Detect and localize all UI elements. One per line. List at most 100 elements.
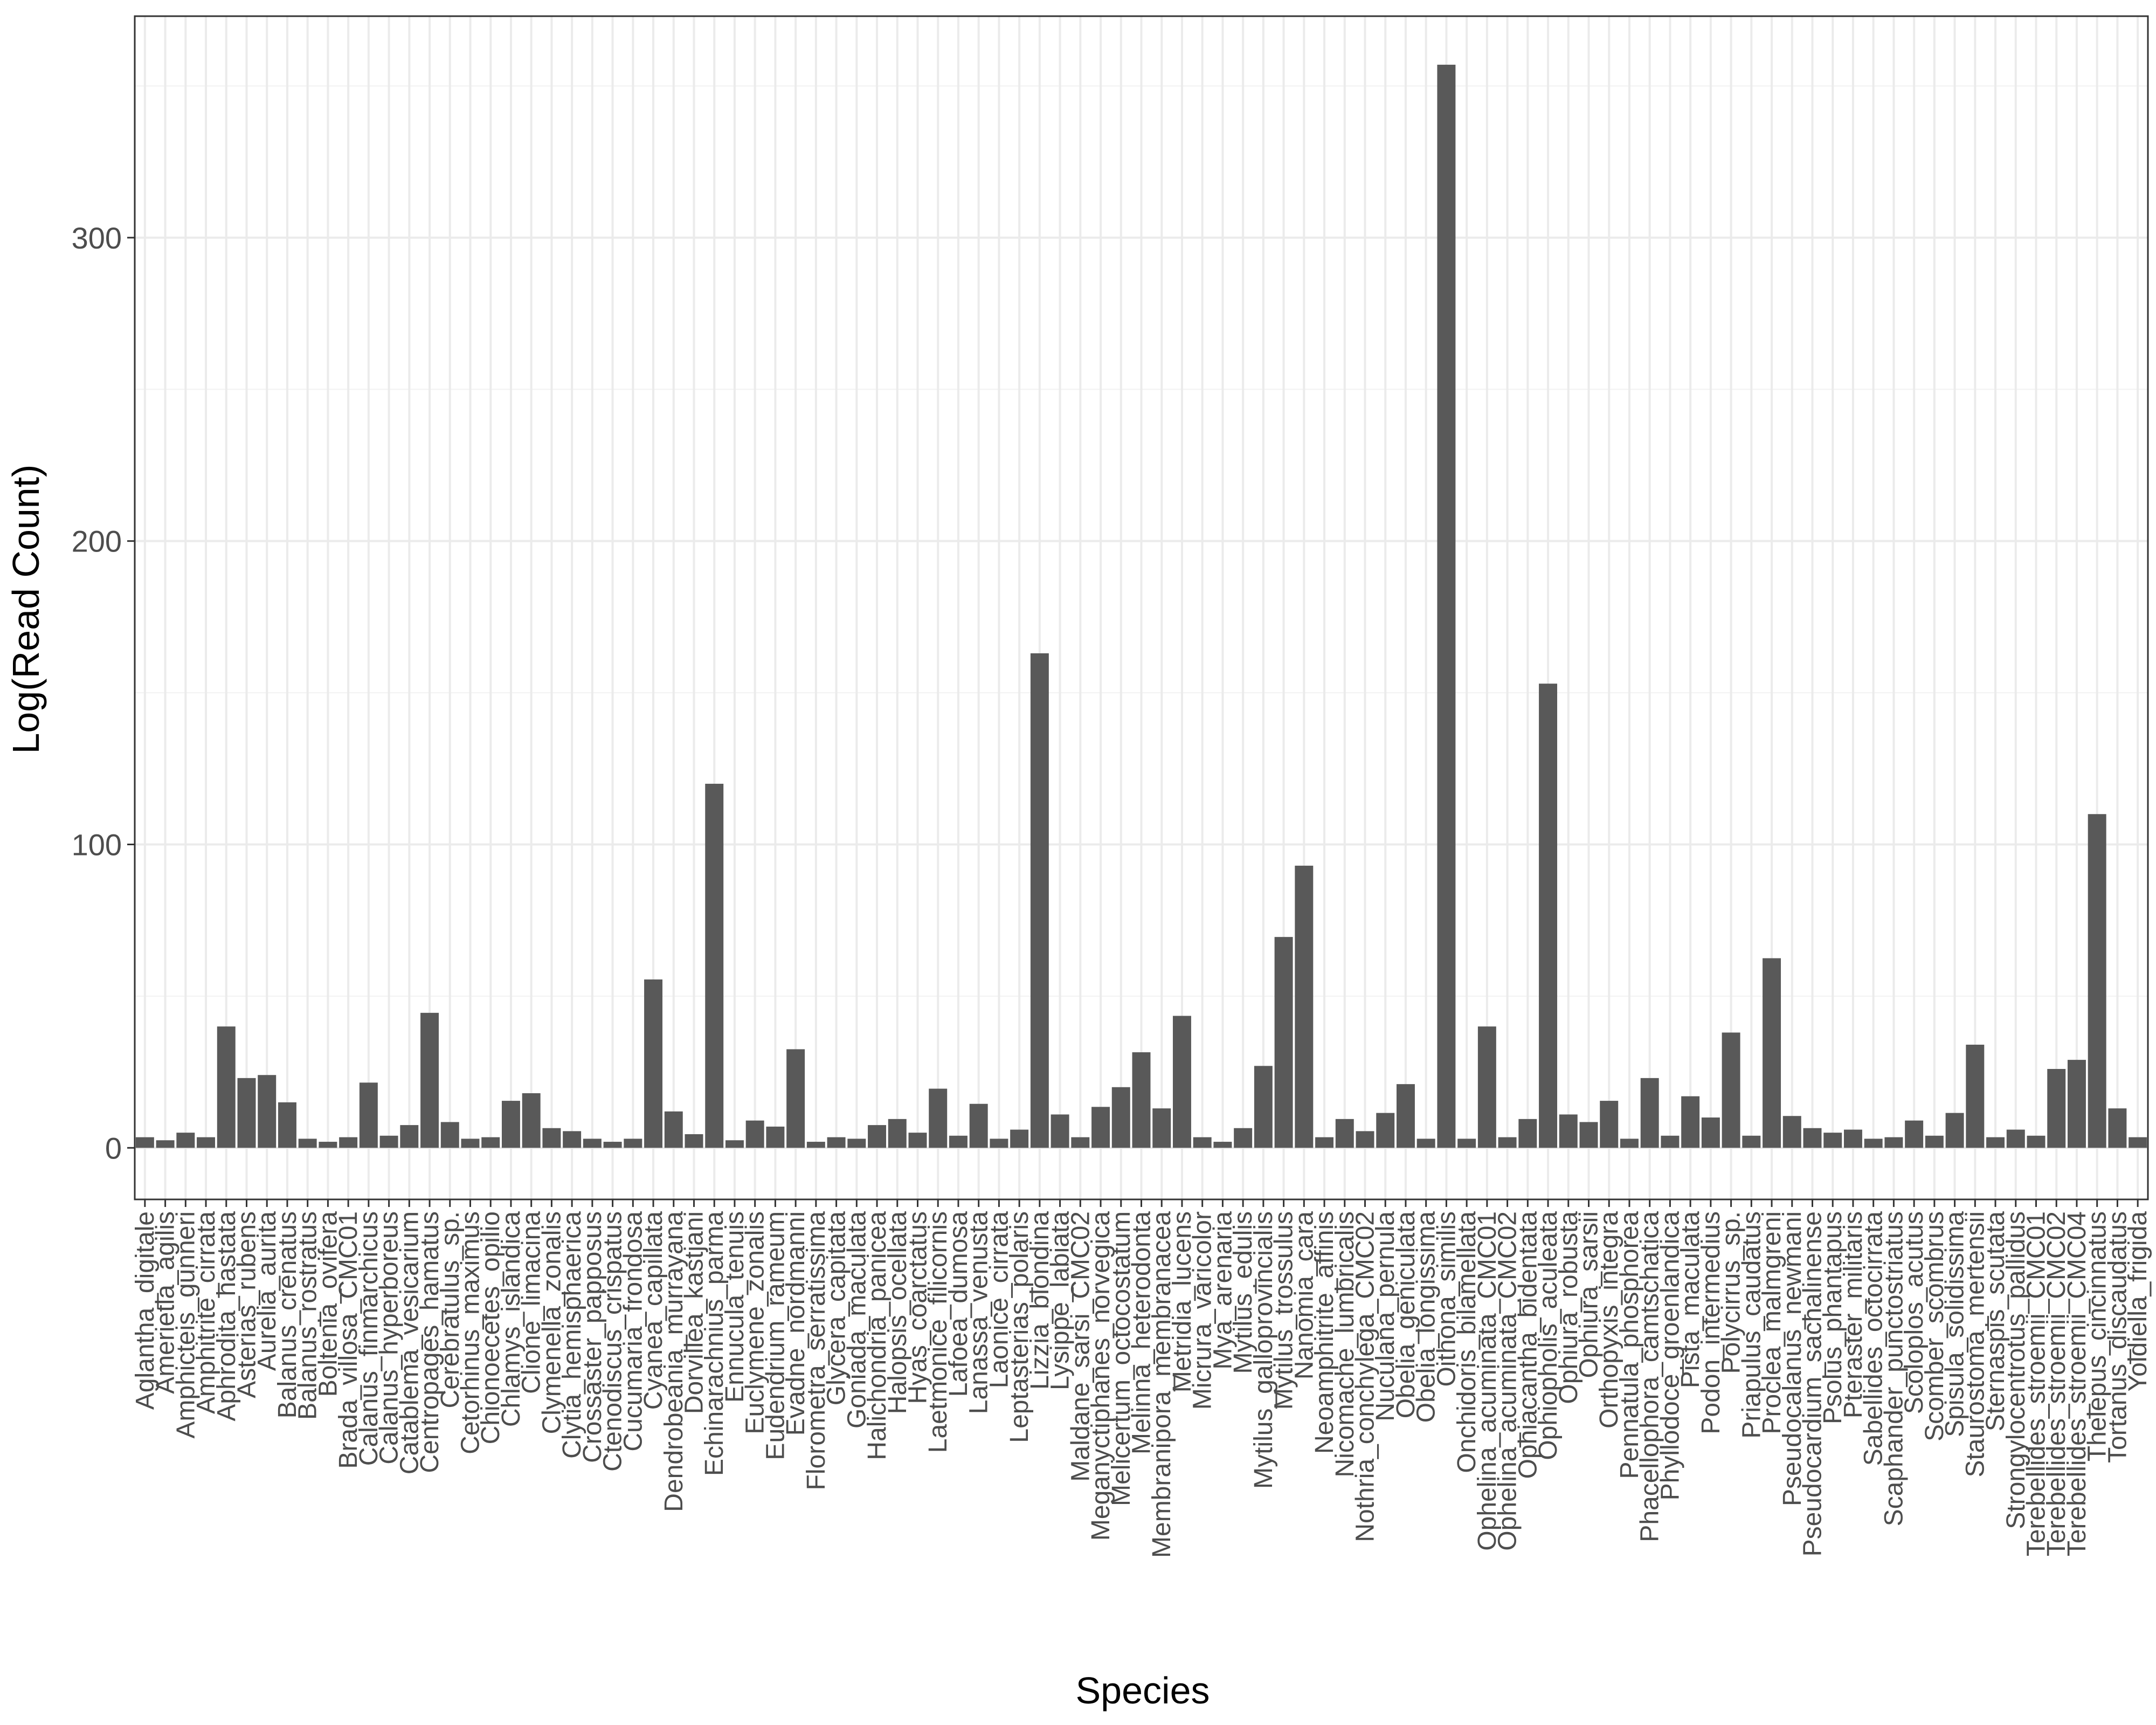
bar [1722, 1032, 1740, 1148]
bar [1640, 1078, 1659, 1148]
x-tick-label: Obelia_geniculata [1392, 1211, 1420, 1419]
bar [1396, 1084, 1415, 1148]
y-axis-ticks: 0 100 200 300 [72, 221, 135, 1165]
bar [1295, 865, 1314, 1148]
x-tick-label: Laetmonice_filicornis [924, 1211, 952, 1453]
x-tick-label: Chionoecetes_opilio [476, 1211, 505, 1444]
x-tick-label: Balanus_rostratus [294, 1211, 322, 1420]
x-tick-label: Pista_maculata [1676, 1211, 1705, 1388]
x-tick-label: Clymenella_zonalis [537, 1211, 566, 1434]
bar [481, 1137, 500, 1148]
bar [461, 1138, 480, 1148]
bar [806, 1142, 825, 1148]
x-tick-label: Eudendrium_rameum [761, 1211, 790, 1460]
bar [766, 1126, 785, 1148]
bar [1925, 1135, 1944, 1148]
x-tick-label: Amphicteis_gunneri [171, 1211, 200, 1439]
bar [685, 1134, 703, 1148]
x-tick-label: Neoamphitrite_affinis [1310, 1211, 1339, 1454]
bar [1843, 1129, 1862, 1148]
x-tick-label: Mytilus_trossulus [1270, 1211, 1298, 1410]
x-tick-label: Halichondria_panicea [863, 1211, 892, 1460]
bar [990, 1138, 1008, 1148]
bar [888, 1119, 907, 1148]
bar [1966, 1044, 1985, 1148]
bar [1091, 1107, 1110, 1148]
bar [745, 1120, 764, 1148]
bar [542, 1128, 561, 1148]
bar [1884, 1137, 1903, 1148]
bar [1010, 1129, 1029, 1148]
bar [1945, 1113, 1964, 1148]
y-tick-label: 100 [72, 828, 122, 862]
x-tick-label: Maldane_sarsi_CMC02 [1066, 1211, 1095, 1482]
bar [1763, 958, 1781, 1148]
bar [2088, 814, 2106, 1148]
bar [237, 1078, 256, 1148]
x-tick-label: Euclymene_zonalis [741, 1211, 770, 1434]
x-tick-label: Melinna_heterodonta [1128, 1211, 1156, 1454]
x-tick-label: Mytilus_galloprovincialis [1249, 1211, 1278, 1489]
x-tick-label: Asterias_rubens [233, 1211, 261, 1398]
bar [1213, 1142, 1232, 1148]
bar [1457, 1138, 1476, 1148]
x-tick-label: Ophelina_acuminata_CMC02 [1494, 1211, 1522, 1551]
y-tick-label: 0 [105, 1131, 122, 1165]
x-tick-label: Echinarachnius_parma [700, 1211, 729, 1476]
x-tick-label: Boltenia_ovifera [314, 1211, 342, 1397]
bar [379, 1135, 398, 1148]
x-tick-label: Ophiacantha_bidentata [1514, 1211, 1542, 1479]
bar [1661, 1135, 1680, 1148]
bar [1864, 1138, 1883, 1148]
x-tick-label: Leptasterias_polaris [1005, 1211, 1034, 1443]
x-tick-label: Priapulus_caudatus [1737, 1211, 1766, 1439]
bar [1437, 65, 1456, 1148]
bar [2067, 1060, 2086, 1148]
x-tick-label: Onchidoris_bilamellata [1453, 1211, 1481, 1473]
bar [868, 1125, 887, 1148]
x-tick-label: Scomber_scombrus [1920, 1211, 1949, 1441]
x-tick-label: Glycera_capitata [823, 1211, 851, 1405]
x-tick-label: Ennucula_tenuis [721, 1211, 749, 1403]
bar [949, 1135, 968, 1148]
major-gridlines [135, 16, 2148, 1199]
bar [1477, 1026, 1496, 1148]
bar [644, 979, 663, 1148]
x-tick-label: Psolus_phantapus [1819, 1211, 1847, 1424]
x-tick-label: Proclea_malmgreni [1758, 1211, 1786, 1434]
bar [1823, 1133, 1842, 1148]
bar [1742, 1135, 1761, 1148]
x-tick-label: Ophiura_robusta [1554, 1211, 1583, 1404]
x-tick-label: Metridia_lucens [1168, 1211, 1197, 1392]
x-tick-label: Oithona_similis [1432, 1211, 1461, 1386]
x-tick-label: Nicomache_lumbricalis [1331, 1211, 1359, 1478]
x-tick-label: Cucumaria_frondosa [619, 1211, 647, 1452]
x-tick-label: Dendrobeania_murrayana [660, 1211, 688, 1512]
bar [319, 1142, 337, 1148]
x-tick-label: Phacellophora_camtschatica [1636, 1211, 1664, 1542]
x-tick-label: Terebellides_stroemii_CMC04 [2063, 1211, 2091, 1556]
bar [603, 1142, 622, 1148]
x-tick-label: Pseudocardium_sachalinense [1799, 1211, 1827, 1556]
bar [1701, 1117, 1720, 1148]
bar [1416, 1138, 1435, 1148]
bar [1986, 1137, 2005, 1148]
x-tick-label: Dorvillea_kastjani [680, 1211, 709, 1414]
x-tick-label: Meganyctiphanes_norvegica [1087, 1211, 1115, 1541]
x-tick-label: Evadne_nordmanni [782, 1211, 810, 1436]
x-tick-label: Sternaspis_scutata [1981, 1211, 2010, 1432]
x-tick-label: Ophiura_sarsii [1575, 1211, 1604, 1378]
x-tick-label: Terebellides_stroemii_CMC02 [2042, 1211, 2071, 1556]
x-tick-label: Nanomia_cara [1290, 1211, 1318, 1379]
x-tick-label: Scaphander_punctostriatus [1879, 1211, 1908, 1526]
x-tick-label: Aglantha_digitale [131, 1211, 160, 1410]
x-tick-label: Polycirrus_sp. [1717, 1211, 1746, 1374]
bar [298, 1138, 317, 1148]
x-tick-label: Balanus_crenatus [273, 1211, 302, 1418]
x-tick-label: Obelia_longissima [1412, 1211, 1441, 1423]
x-tick-label: Clytia_hemisphaerica [558, 1211, 586, 1459]
bar [1518, 1119, 1537, 1148]
x-tick-label: Staurostoma_mertensii [1961, 1211, 1989, 1478]
bar [1335, 1119, 1354, 1148]
x-tick-label: Lanassa_venusta [965, 1211, 993, 1414]
